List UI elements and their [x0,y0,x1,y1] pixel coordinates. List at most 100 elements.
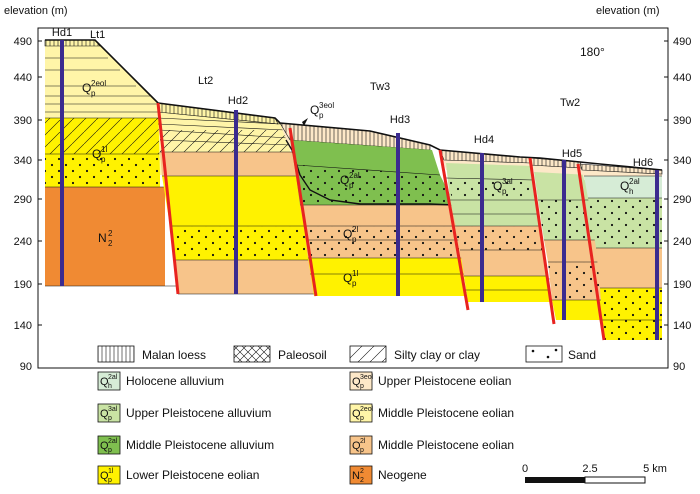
unit-label-q2al: Q 2al p [340,171,360,190]
svg-text:2l: 2l [360,438,366,445]
ground-surface [45,39,663,171]
left-axis-title: elevation (m) [4,5,68,17]
label-tw3: Tw3 [370,81,390,93]
legend-label-7: Neogene [378,468,427,482]
svg-text:p: p [108,415,112,422]
svg-text:3al: 3al [502,177,513,186]
scale-tick-0: 0 [522,463,528,475]
unit-label-q3eol: Q 3eol p [302,101,334,126]
svg-text:p: p [352,235,357,244]
svg-text:2al: 2al [108,374,118,381]
pattern-legend: Malan loess Paleosoil Silty clay or clay… [97,345,596,363]
unit-label-q3al: Q 3al p [493,177,513,196]
legend-label-3: Lower Pleistocene eolian [126,468,259,482]
legend-item-1: Q 3al p Upper Pleistocene alluvium [97,403,271,423]
svg-text:2l: 2l [352,225,358,234]
svg-text:p: p [101,155,106,164]
fault-2 [288,127,318,297]
fault-3 [438,149,470,311]
svg-text:2: 2 [108,239,113,248]
legend-symbol-3: Q [100,470,109,482]
fault-1 [156,102,180,295]
legend-label-6: Middle Pleistocene eolian [378,438,514,452]
tick-290: 290 [14,194,32,206]
scale-tick-2-5: 2.5 [582,463,597,475]
fault-4 [528,157,556,325]
legend-symbol-7: N [352,470,360,482]
svg-text:p: p [319,111,324,120]
legend-symbol-5: Q [352,408,361,420]
unit-neogene [45,187,165,286]
rtick-340: 340 [673,155,691,167]
svg-text:Q: Q [343,227,352,241]
block-1 [44,39,178,287]
svg-text:p: p [352,279,357,288]
legend-item-4: Q 3eol p Upper Pleistocene eolian [349,371,511,391]
legend-item-0: Q 2al h Holocene alluvium [97,371,224,391]
label-hd2: Hd2 [228,95,248,107]
svg-text:p: p [108,447,112,454]
label-hd5: Hd5 [562,148,582,160]
tick-140: 140 [14,320,32,332]
legend-label-2: Middle Pleistocene alluvium [126,438,274,452]
svg-text:h: h [629,187,633,196]
legend-label-1: Upper Pleistocene alluvium [126,406,271,420]
rtick-440: 440 [673,72,691,84]
borehole-labels: Hd1 Hd2 Hd3 Hd4 Hd5 Hd6 [52,27,653,169]
unit-label-q2eol: Q 2eol p [82,79,106,98]
svg-text:2al: 2al [349,171,360,180]
unit-label-n2: N 2 2 [98,229,113,248]
legend-symbol-0: Q [100,376,109,388]
unit-q2eol [45,40,158,118]
svg-text:Q: Q [310,103,319,117]
svg-text:Q: Q [343,271,352,285]
legend-symbol-2: Q [100,440,109,452]
legend-item-5: Q 2eol p Middle Pleistocene eolian [349,403,514,423]
plot-frame [37,27,669,369]
block-3 [279,122,466,296]
unit-labels: Q 2eol p Q 1l p N 2 2 Q 3eol p Q 2al p Q… [82,79,640,288]
fault-5 [576,163,606,341]
svg-text:2: 2 [360,477,364,484]
tick-440: 440 [14,72,32,84]
rtick-490: 490 [673,36,691,48]
unit-label-qh2al: Q 2al h [620,177,640,196]
legend-swatch-5 [349,403,373,423]
svg-text:Q: Q [340,173,349,187]
rtick-190: 190 [673,279,691,291]
svg-text:h: h [108,383,112,390]
left-ticks: 490 440 390 340 290 240 190 140 90 [14,36,32,373]
tick-90: 90 [20,361,32,373]
label-hd6: Hd6 [633,157,653,169]
svg-text:p: p [91,89,96,98]
swatch-sand [525,345,563,363]
unit-label-q2l: Q 2l p [343,225,358,244]
swatch-paleosoil [233,345,271,363]
legend-item-7: N 2 2 Neogene [349,465,427,485]
right-ticks: 490 440 390 340 290 240 190 140 90 [673,36,691,373]
svg-text:2eol: 2eol [360,406,374,413]
tick-390: 390 [14,115,32,127]
label-hd3: Hd3 [390,114,410,126]
legend-item-6: Q 2l p Middle Pleistocene eolian [349,435,514,455]
tick-190: 190 [14,279,32,291]
svg-text:p: p [360,415,364,422]
label-hd4: Hd4 [474,134,494,146]
rtick-140: 140 [673,320,691,332]
tick-490: 490 [14,36,32,48]
rtick-290: 290 [673,194,691,206]
svg-text:1l: 1l [108,468,114,475]
legend-swatch-3 [97,465,121,485]
svg-text:1l: 1l [101,145,107,154]
scale-bar: 0 2.5 5 km [522,463,667,484]
legend-label-4: Upper Pleistocene eolian [378,374,511,388]
svg-text:2al: 2al [108,438,118,445]
legend-symbol-1: Q [100,408,109,420]
boreholes [60,40,659,340]
block-4 [439,149,552,302]
legend-silty-clay: Silty clay or clay [394,348,480,362]
svg-text:2eol: 2eol [91,79,106,88]
